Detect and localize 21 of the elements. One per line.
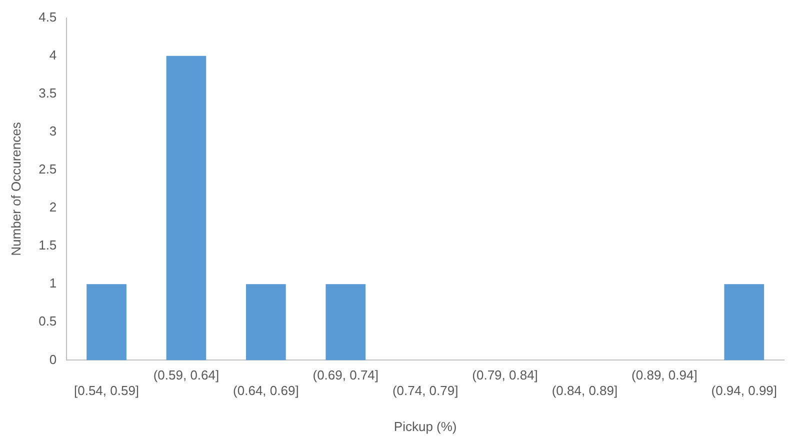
y-axis-title: Number of Occurences [8, 122, 24, 256]
x-tick-label: (0.89, 0.94] [632, 368, 698, 383]
y-tick-label: 3.5 [38, 85, 57, 100]
y-tick-label: 2.5 [38, 162, 57, 177]
x-tick-label: (0.84, 0.89] [552, 383, 618, 398]
x-tick-label: (0.69, 0.74] [312, 368, 379, 383]
x-tick-label: (0.94, 0.99] [711, 383, 778, 398]
y-tick-label: 0 [49, 352, 57, 367]
y-tick-label: 4 [49, 47, 57, 62]
x-tick-label: [0.54, 0.59] [74, 383, 140, 398]
y-tick-label: 3 [49, 124, 57, 139]
x-tick-label: (0.64, 0.69] [233, 383, 299, 398]
x-axis-title: Pickup (%) [394, 418, 457, 434]
x-tick-label: (0.59, 0.64] [153, 368, 220, 383]
y-tick-label: 0.5 [38, 314, 57, 329]
x-tick-label: (0.79, 0.84] [472, 368, 538, 383]
y-tick-label: 4.5 [38, 9, 57, 24]
y-tick-label: 2 [49, 200, 57, 215]
x-tick-label: (0.74, 0.79] [392, 383, 458, 398]
y-tick-label: 1 [49, 276, 57, 291]
y-tick-label: 1.5 [38, 238, 57, 253]
